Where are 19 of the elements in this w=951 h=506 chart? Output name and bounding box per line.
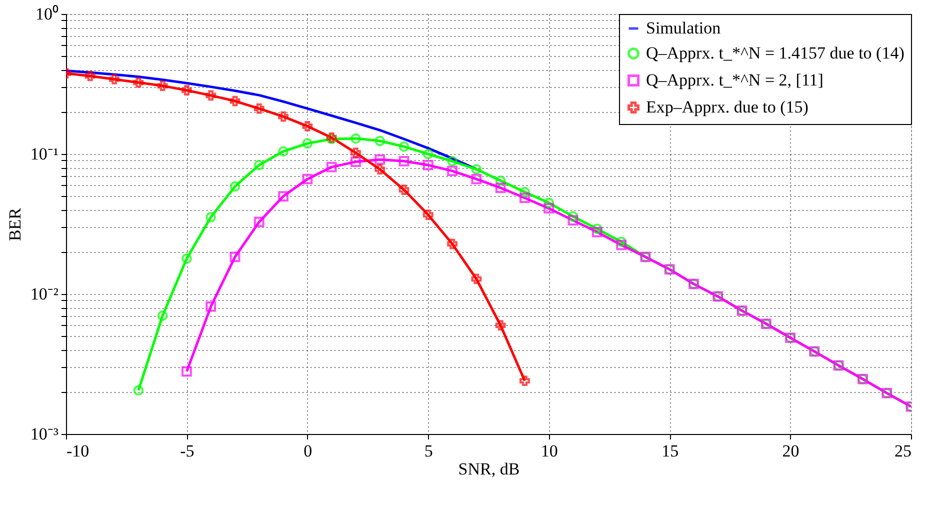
y-axis-title: BER bbox=[5, 207, 24, 242]
legend-label: Q–Apprx. t_*^N = 2, [11] bbox=[646, 70, 824, 90]
y-tick-label: 10⁰ bbox=[36, 4, 58, 24]
line-series bbox=[66, 70, 478, 170]
legend-label: Exp–Apprx. due to (15) bbox=[646, 98, 808, 116]
x-tick-label: 15 bbox=[662, 442, 679, 460]
x-tick-label: 25 bbox=[894, 442, 912, 460]
x-tick-label: 5 bbox=[424, 442, 433, 460]
y-tick-label: 10⁻³ bbox=[30, 424, 58, 444]
x-tick-label: -10 bbox=[66, 442, 90, 460]
y-tick-label: 10⁻¹ bbox=[30, 144, 58, 164]
legend-label: Q–Apprx. t_*^N = 1.4157 due to (14) bbox=[646, 44, 904, 62]
x-tick-label: 20 bbox=[782, 442, 800, 460]
x-tick-label: 10 bbox=[540, 442, 558, 460]
x-tick-label: 0 bbox=[304, 442, 312, 460]
legend-label: Simulation bbox=[646, 18, 722, 38]
x-tick-label: -5 bbox=[180, 442, 194, 460]
x-axis-title: SNR, dB bbox=[458, 460, 520, 478]
y-tick-label: 10⁻² bbox=[30, 284, 58, 304]
